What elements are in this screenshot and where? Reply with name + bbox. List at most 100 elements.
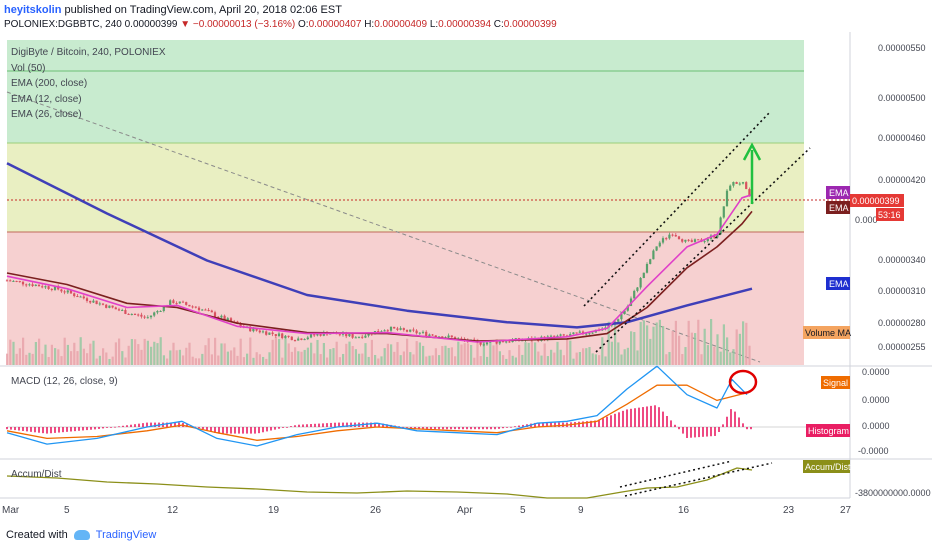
volume-bar — [354, 349, 357, 365]
low-label: L: — [429, 19, 439, 30]
zone-yellow — [7, 143, 850, 232]
candle-body — [101, 303, 105, 305]
histogram-bar — [302, 424, 304, 427]
histogram-bar — [450, 427, 452, 430]
chart-area[interactable]: 0.00000550 0.00000500 0.00000460 0.00000… — [0, 32, 932, 524]
volume-bar — [601, 337, 604, 365]
volume-bar — [12, 341, 15, 365]
volume-bar — [585, 348, 588, 365]
candle-body — [15, 280, 18, 282]
high-label: H: — [364, 19, 375, 30]
volume-bar — [511, 355, 514, 365]
candle-body — [562, 334, 565, 336]
histogram-bar — [202, 427, 204, 430]
volume-bar — [303, 349, 306, 365]
candle-body — [569, 334, 572, 336]
close-label: C: — [493, 19, 504, 30]
volume-bar — [178, 349, 181, 365]
candle-body — [130, 314, 133, 316]
histogram-bar — [398, 426, 400, 428]
candle-body — [556, 335, 559, 337]
author-link[interactable]: heyitskolin — [4, 4, 62, 16]
volume-bar — [719, 351, 722, 365]
volume-bar — [319, 354, 322, 365]
candle-body — [681, 239, 684, 242]
volume-bar — [553, 352, 556, 365]
candle-body — [300, 338, 303, 340]
candle-body — [316, 334, 319, 336]
histogram-bar — [734, 411, 736, 427]
volume-bar — [361, 353, 364, 365]
volume-bar — [425, 356, 428, 365]
histogram-tag — [806, 424, 850, 437]
volume-bar — [25, 354, 28, 365]
legend-ema26[interactable]: EMA (26, close) — [11, 109, 82, 120]
histogram-bar — [294, 425, 296, 427]
candle-body — [95, 300, 98, 305]
volume-bar — [287, 343, 290, 365]
candle-body — [185, 302, 188, 305]
volume-bar — [514, 357, 517, 365]
volume-bar — [146, 340, 149, 365]
histogram-bar — [462, 427, 464, 430]
legend-accum-dist[interactable]: Accum/Dist — [11, 469, 62, 480]
volume-bar — [105, 352, 108, 365]
histogram-bar — [698, 427, 700, 438]
volume-bar — [284, 338, 287, 365]
histogram-bar — [594, 420, 596, 427]
ad-lower-trend — [624, 462, 773, 497]
candle-body — [725, 190, 729, 207]
volume-bar — [89, 343, 92, 365]
volume-bar — [646, 325, 649, 365]
volume-bar — [662, 326, 665, 365]
candle-body — [111, 305, 114, 308]
legend-macd[interactable]: MACD (12, 26, close, 9) — [11, 376, 118, 387]
candle-body — [127, 313, 130, 315]
volume-bar — [255, 352, 258, 365]
volume-bar — [732, 349, 735, 365]
volume-bar — [492, 345, 495, 365]
candle-body — [361, 336, 364, 338]
volume-bar — [748, 345, 751, 365]
histogram-bar — [250, 427, 252, 434]
candle-body — [674, 235, 677, 237]
tradingview-link[interactable]: TradingView — [95, 529, 157, 541]
candle-body — [639, 277, 642, 288]
price-tick: 0.00000460 — [878, 133, 926, 143]
ema-tag-purple — [826, 186, 850, 199]
histogram-bar — [478, 427, 480, 430]
histogram-bar — [18, 427, 20, 431]
candle-body — [213, 312, 217, 317]
volume-bar — [124, 357, 127, 365]
volume-bar — [98, 355, 101, 365]
legend-ema12[interactable]: EMA (12, close) — [11, 94, 82, 105]
candle-body — [297, 338, 300, 341]
volume-bar — [444, 345, 447, 365]
candle-body — [146, 317, 149, 319]
histogram-bar — [498, 427, 500, 429]
volume-bar — [742, 321, 745, 365]
volume-bar — [486, 356, 489, 365]
histogram-bar — [582, 421, 584, 427]
candle-body — [338, 334, 341, 336]
candle-body — [41, 286, 44, 288]
candle-body — [303, 339, 306, 341]
histogram-bar — [442, 427, 444, 430]
volume-bar — [543, 343, 546, 365]
candle-body — [290, 336, 293, 341]
histogram-bar — [326, 423, 328, 427]
legend-volume[interactable]: Vol (50) — [11, 63, 46, 74]
volume-bar — [735, 329, 738, 365]
price-tick: 0.00000420 — [878, 175, 926, 185]
candle-body — [82, 296, 85, 299]
candle-body — [690, 240, 693, 242]
candle-body — [319, 334, 322, 336]
candle-body — [658, 242, 661, 247]
publish-info: published on TradingView.com, April 20, … — [64, 4, 342, 16]
candle-body — [277, 333, 281, 337]
signal-line — [6, 384, 748, 441]
legend-ema200[interactable]: EMA (200, close) — [11, 78, 88, 89]
ema-tag-blue — [826, 277, 850, 290]
x-tick: 27 — [840, 505, 852, 516]
volume-bar — [367, 356, 370, 365]
